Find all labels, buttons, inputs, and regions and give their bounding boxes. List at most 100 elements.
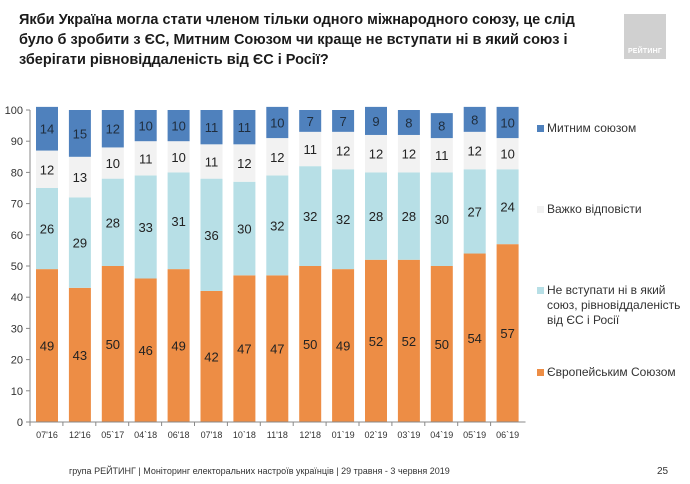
bar-segment bbox=[233, 110, 256, 145]
bar-segment bbox=[463, 106, 486, 132]
data-label: 10 bbox=[171, 119, 185, 134]
bar-segment bbox=[167, 141, 190, 173]
x-tick-label: 04`19 bbox=[430, 430, 453, 440]
y-tick-label: 10 bbox=[11, 386, 23, 398]
bars: 49 26 12 14 43 29 13 15 50 28 10 12 46 33 11 10 49 31 10 10… bbox=[36, 106, 519, 422]
data-label: 29 bbox=[73, 236, 87, 251]
data-label: 11 bbox=[435, 148, 449, 163]
data-label: 10 bbox=[138, 119, 152, 134]
x-tick-label: 07'16 bbox=[36, 430, 58, 440]
footer-text: група РЕЙТИНГ | Моніторинг електоральних… bbox=[69, 466, 450, 476]
x-axis: 07'16 12'16 05`17 04`18 06'18 07'18 10`18 11'18… bbox=[29, 421, 526, 440]
bar-segment bbox=[36, 188, 58, 270]
data-label: 42 bbox=[204, 349, 218, 364]
data-label: 10 bbox=[500, 147, 514, 162]
bar-segment bbox=[266, 175, 289, 276]
data-label: 12 bbox=[237, 156, 251, 171]
bar-segment bbox=[496, 244, 519, 422]
data-label: 12 bbox=[106, 122, 120, 137]
data-label: 11 bbox=[205, 154, 219, 169]
bar-segment bbox=[365, 106, 387, 135]
data-label: 27 bbox=[467, 204, 481, 219]
y-tick-label: 50 bbox=[11, 261, 23, 273]
bar-segment bbox=[233, 144, 256, 182]
data-label: 32 bbox=[303, 209, 317, 224]
data-label: 28 bbox=[369, 209, 383, 224]
bar-segment bbox=[430, 266, 453, 422]
x-tick-label: 02`19 bbox=[364, 430, 387, 440]
data-label: 13 bbox=[73, 170, 87, 185]
bar-segment bbox=[397, 172, 420, 260]
data-label: 50 bbox=[435, 337, 449, 352]
data-label: 8 bbox=[405, 115, 412, 130]
data-label: 43 bbox=[73, 348, 87, 363]
bar-segment bbox=[36, 150, 58, 188]
bar-segment bbox=[299, 166, 322, 266]
data-label: 15 bbox=[73, 126, 87, 141]
data-label: 11 bbox=[303, 142, 317, 157]
data-label: 8 bbox=[438, 119, 445, 134]
bar-segment bbox=[332, 110, 355, 132]
bar-segment bbox=[299, 266, 322, 422]
data-label: 10 bbox=[500, 115, 514, 130]
data-label: 28 bbox=[106, 215, 120, 230]
data-label: 47 bbox=[237, 342, 251, 357]
data-label: 7 bbox=[339, 114, 346, 129]
y-tick-label: 20 bbox=[11, 355, 23, 367]
bar-segment bbox=[332, 131, 355, 170]
x-tick-label: 05`17 bbox=[101, 430, 124, 440]
data-label: 36 bbox=[204, 228, 218, 243]
bar-segment bbox=[266, 138, 289, 176]
bar-segment bbox=[200, 178, 223, 291]
rating-logo: РЕЙТИНГ bbox=[624, 14, 666, 59]
data-label: 24 bbox=[500, 200, 514, 215]
data-label: 12 bbox=[336, 144, 350, 159]
bar-segment bbox=[200, 110, 223, 145]
bar-segment bbox=[134, 110, 157, 142]
data-label: 57 bbox=[500, 326, 514, 341]
bar-segment bbox=[463, 253, 486, 422]
bar-segment bbox=[101, 266, 124, 422]
data-label: 50 bbox=[106, 337, 120, 352]
bar-segment bbox=[496, 138, 519, 170]
bar-segment bbox=[430, 113, 453, 139]
x-tick-label: 07'18 bbox=[201, 430, 223, 440]
y-tick-label: 0 bbox=[17, 417, 23, 429]
legend-item-neutrality: Не вступати ні в який союз, рівновіддале… bbox=[537, 283, 690, 328]
data-label: 50 bbox=[303, 337, 317, 352]
bar-segment bbox=[463, 131, 486, 170]
bar-segment bbox=[233, 275, 256, 422]
data-label: 8 bbox=[471, 112, 478, 127]
legend-swatch-eu bbox=[537, 369, 544, 376]
bar-segment bbox=[134, 175, 157, 279]
x-tick-label: 01`19 bbox=[332, 430, 355, 440]
data-label: 54 bbox=[467, 331, 481, 346]
bar-segment bbox=[299, 131, 322, 167]
bar-segment bbox=[167, 269, 190, 422]
bar-segment bbox=[332, 269, 355, 422]
bar-segment bbox=[134, 278, 157, 422]
data-label: 11 bbox=[205, 120, 219, 135]
data-label: 12 bbox=[270, 150, 284, 165]
legend-item-customs-union: Митним союзом bbox=[537, 121, 690, 136]
data-label: 26 bbox=[40, 222, 54, 237]
legend-swatch-hard-to-say bbox=[537, 206, 544, 213]
data-label: 47 bbox=[270, 342, 284, 357]
bar-segment bbox=[430, 138, 453, 173]
data-label: 10 bbox=[106, 156, 120, 171]
bar-segment bbox=[397, 110, 420, 135]
bar-segment bbox=[365, 259, 387, 422]
bar-segment bbox=[496, 169, 519, 245]
legend-item-eu: Європейським Союзом bbox=[537, 365, 690, 380]
bar-segment bbox=[266, 106, 289, 139]
y-tick-label: 100 bbox=[5, 105, 23, 117]
data-label: 49 bbox=[40, 339, 54, 354]
x-tick-label: 06'18 bbox=[168, 430, 190, 440]
bar-segment bbox=[167, 110, 190, 142]
y-tick-label: 80 bbox=[11, 167, 23, 179]
logo-text: РЕЙТИНГ bbox=[627, 48, 663, 55]
x-tick-label: 10`18 bbox=[233, 430, 256, 440]
legend-swatch-neutrality bbox=[537, 287, 544, 294]
data-label: 12 bbox=[402, 147, 416, 162]
data-label: 49 bbox=[171, 339, 185, 354]
